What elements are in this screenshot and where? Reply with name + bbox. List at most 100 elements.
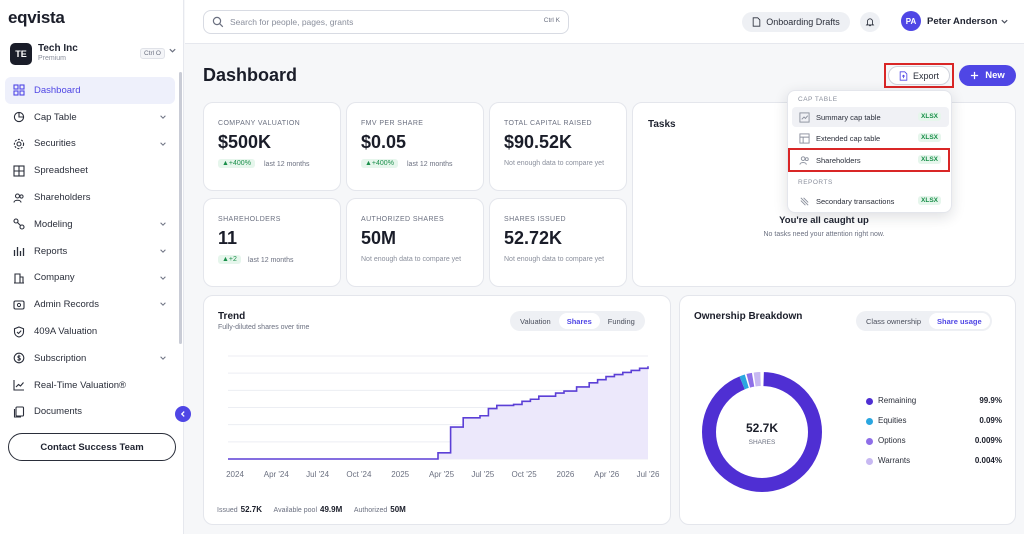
x-tick-label: Apr '25 xyxy=(429,470,455,479)
chevron-left-icon xyxy=(180,411,185,417)
org-shortcut: Ctrl O xyxy=(140,48,165,59)
sidebar-item-real-time-valuation[interactable]: Real-Time Valuation® xyxy=(5,372,175,399)
org-badge: TE xyxy=(10,43,32,65)
sidebar-item-spreadsheet[interactable]: Spreadsheet xyxy=(5,157,175,184)
sidebar-item-securities[interactable]: Securities xyxy=(5,131,175,158)
format-badge: XLSX xyxy=(918,112,941,121)
stat-label: SHAREHOLDERS xyxy=(218,216,281,223)
format-badge: XLSX xyxy=(918,133,941,142)
collapse-sidebar-button[interactable] xyxy=(175,406,191,422)
sidebar-item-modeling[interactable]: Modeling xyxy=(5,211,175,238)
trend-area xyxy=(228,366,648,459)
menu-item-secondary-transactions[interactable]: Secondary transactions XLSX xyxy=(792,191,949,211)
ownership-tabs: Class ownership Share usage xyxy=(856,311,992,331)
stat-card-total-capital-raised: TOTAL CAPITAL RAISED $90.52K Not enough … xyxy=(489,102,627,191)
legend-dot xyxy=(866,458,873,465)
org-name: Tech Inc xyxy=(38,43,78,54)
donut-center-label: SHARES xyxy=(749,439,776,446)
sidebar-item-company[interactable]: Company xyxy=(5,265,175,292)
trend-tabs: Valuation Shares Funding xyxy=(510,311,645,331)
tab-class-ownership[interactable]: Class ownership xyxy=(866,316,922,326)
trend-card: Trend Fully-diluted shares over time Val… xyxy=(203,295,671,525)
status-badge: ▲+400% xyxy=(361,159,398,168)
stat-value: 11 xyxy=(218,228,238,248)
onboarding-drafts-label: Onboarding Drafts xyxy=(766,17,840,27)
tab-funding[interactable]: Funding xyxy=(607,316,635,326)
contact-success-team-button[interactable]: Contact Success Team xyxy=(8,433,176,461)
menu-item-summary-cap-table[interactable]: Summary cap table XLSX xyxy=(792,107,949,127)
x-tick-label: Apr '24 xyxy=(264,470,290,479)
sidebar-scrollbar[interactable] xyxy=(179,72,182,344)
menu-item-shareholders[interactable]: Shareholders XLSX xyxy=(792,150,949,170)
pool-label: Available pool xyxy=(273,507,318,514)
onboarding-drafts-button[interactable]: Onboarding Drafts xyxy=(742,12,850,32)
stat-card-authorized-shares: AUTHORIZED SHARES 50M Not enough data to… xyxy=(346,198,484,287)
chevron-down-icon xyxy=(160,249,166,253)
ownership-card: Ownership Breakdown Class ownership Shar… xyxy=(679,295,1016,525)
app-logo[interactable]: eqvista xyxy=(8,8,65,27)
stat-card-company-valuation: COMPANY VALUATION $500K ▲+400% last 12 m… xyxy=(203,102,341,191)
legend-name: Warrants xyxy=(878,456,911,465)
legend-name: Options xyxy=(878,436,906,445)
user-name[interactable]: Peter Anderson xyxy=(927,16,998,27)
sidebar-item-label: Shareholders xyxy=(34,192,91,204)
chevron-down-icon xyxy=(160,356,166,360)
avatar[interactable]: PA xyxy=(901,11,921,31)
legend-dot xyxy=(866,438,873,445)
export-label: Export xyxy=(912,70,939,81)
transactions-icon xyxy=(800,197,809,206)
chevron-down-icon[interactable] xyxy=(1000,17,1009,26)
sidebar-item-admin-records[interactable]: Admin Records xyxy=(5,291,175,318)
menu-item-extended-cap-table[interactable]: Extended cap table XLSX xyxy=(792,128,949,148)
gear-icon xyxy=(13,138,25,150)
format-badge: XLSX xyxy=(918,196,941,205)
legend-value: 99.9% xyxy=(979,396,1002,405)
sidebar-item-documents[interactable]: Documents xyxy=(5,399,175,426)
legend-name: Remaining xyxy=(878,396,917,405)
issued-value: 52.7K xyxy=(240,505,262,514)
search-input[interactable] xyxy=(230,15,510,29)
trend-title: Trend xyxy=(218,311,246,322)
sidebar: eqvista TE Tech Inc Premium Ctrl O Dashb… xyxy=(0,0,184,534)
status-badge: ▲+400% xyxy=(218,159,255,168)
chevron-down-icon xyxy=(160,115,166,119)
sidebar-item-409a-valuation[interactable]: 409A Valuation xyxy=(5,318,175,345)
trend-chart: 2024 Apr '24 Jul '24 Oct '24 2025 Apr '25 Jul … xyxy=(226,355,660,479)
notifications-button[interactable] xyxy=(860,12,880,32)
sidebar-item-shareholders[interactable]: Shareholders xyxy=(5,184,175,211)
sidebar-item-label: Reports xyxy=(34,245,68,257)
x-tick-label: 2025 xyxy=(391,470,409,479)
stat-subtext: last 12 months xyxy=(407,161,453,168)
new-label: New xyxy=(985,70,1005,81)
sidebar-item-label: Admin Records xyxy=(34,299,99,311)
export-menu: CAP TABLE Summary cap table XLSX Extende… xyxy=(787,90,952,213)
export-button[interactable]: Export xyxy=(888,66,950,85)
search-box[interactable]: Ctrl K xyxy=(203,10,569,34)
sidebar-item-reports[interactable]: Reports xyxy=(5,238,175,265)
tasks-empty-subtitle: No tasks need your attention right now. xyxy=(763,231,885,238)
trend-footer: Issued 52.7K Available pool 49.9M Authoriz… xyxy=(217,505,416,514)
stat-note: Not enough data to compare yet xyxy=(504,160,605,167)
stat-card-shares-issued: SHARES ISSUED 52.72K Not enough data to … xyxy=(489,198,627,287)
x-tick-label: Apr '26 xyxy=(594,470,620,479)
plus-icon xyxy=(971,71,979,80)
tab-valuation[interactable]: Valuation xyxy=(520,316,551,326)
legend-row-warrants: Warrants 0.004% xyxy=(866,456,1002,468)
chevron-down-icon xyxy=(169,48,176,53)
sidebar-item-subscription[interactable]: Subscription xyxy=(5,345,175,372)
stat-label: COMPANY VALUATION xyxy=(218,120,301,127)
new-button[interactable]: New xyxy=(959,65,1016,86)
stat-note: Not enough data to compare yet xyxy=(361,256,462,263)
tab-share-usage[interactable]: Share usage xyxy=(929,313,990,329)
sidebar-item-cap-table[interactable]: Cap Table xyxy=(5,104,175,131)
trend-icon xyxy=(13,379,25,391)
legend-dot xyxy=(866,398,873,405)
export-file-icon xyxy=(899,70,908,81)
x-tick-label: Oct '24 xyxy=(346,470,372,479)
org-switcher[interactable]: TE Tech Inc Premium Ctrl O xyxy=(8,40,178,68)
donut-center-value: 52.7K xyxy=(746,421,778,435)
export-highlight-box xyxy=(884,63,954,88)
tab-shares[interactable]: Shares xyxy=(558,313,600,329)
sidebar-item-dashboard[interactable]: Dashboard xyxy=(5,77,175,104)
donut-segment-options xyxy=(702,372,822,492)
